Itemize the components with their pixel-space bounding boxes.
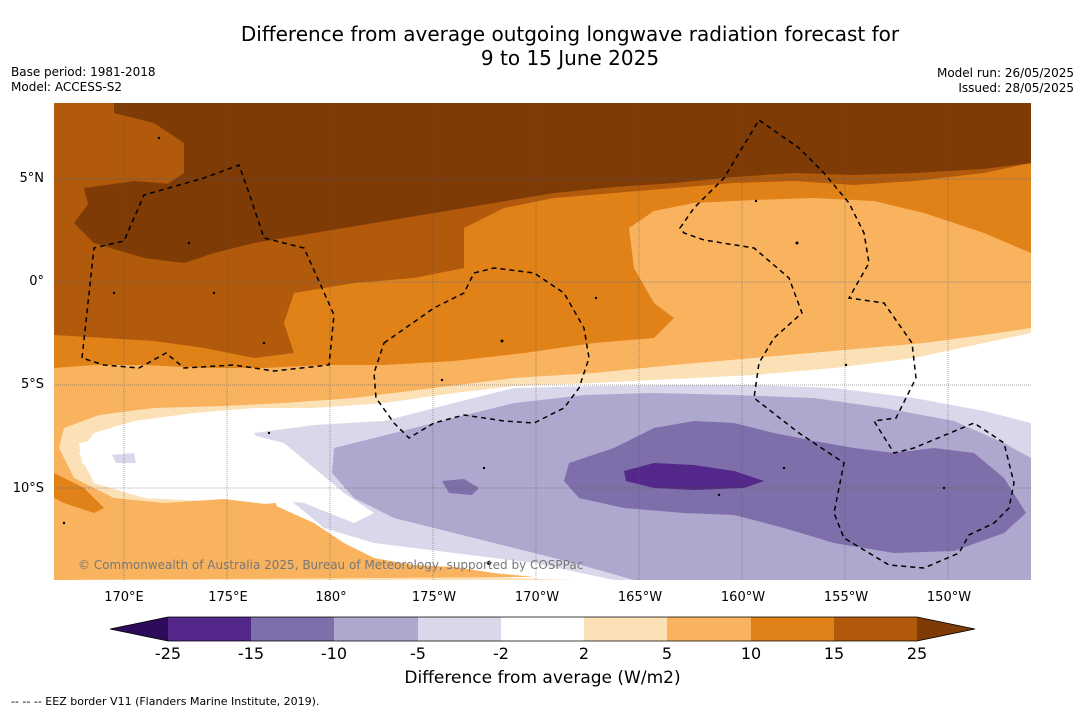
colorbar-outline xyxy=(109,616,976,642)
eez-phoenix xyxy=(373,267,590,439)
eez-kiribati-gilbert xyxy=(81,164,335,372)
eez-line-islands xyxy=(679,118,1015,569)
colorbar-swatch-neg5-neg2 xyxy=(418,617,501,641)
copyright-notice: © Commonwealth of Australia 2025, Bureau… xyxy=(78,558,584,572)
colorbar-tick-neg10: -10 xyxy=(320,644,348,663)
colorbar-swatch-neg2-2 xyxy=(501,617,584,641)
colorbar-tick-5: 5 xyxy=(661,644,673,663)
colorbar-tick-10: 10 xyxy=(740,644,762,663)
colorbar-swatch-neg10-neg5 xyxy=(334,617,418,641)
patch-above-25-west xyxy=(84,181,194,228)
colorbar-swatch-10-15 xyxy=(751,617,834,641)
lat-label-10s: 10°S xyxy=(12,481,44,496)
band-neg-15-25 xyxy=(624,463,764,490)
island-markers xyxy=(62,136,946,565)
colorbar-swatch-neg15-neg10 xyxy=(251,617,334,641)
colorbar-tick-neg15: -15 xyxy=(237,644,265,663)
colorbar-tick-neg25: -25 xyxy=(154,644,182,663)
colorbar-extend-high xyxy=(917,617,975,641)
lon-label-155w: 155°W xyxy=(823,590,869,605)
colorbar-extend-low xyxy=(110,617,168,641)
lat-label-5s: 5°S xyxy=(20,377,44,392)
colorbar-tick-15: 15 xyxy=(823,644,845,663)
base-period: Base period: 1981-2018 xyxy=(11,65,156,79)
lon-label-170w: 170°W xyxy=(514,590,560,605)
lon-label-170e: 170°E xyxy=(104,590,144,605)
anomaly-map-svg xyxy=(54,103,1031,580)
meta-left: Base period: 1981-2018 Model: ACCESS-S2 xyxy=(11,65,156,95)
lon-label-150w: 150°W xyxy=(926,590,972,605)
chart-title: Difference from average outgoing longwav… xyxy=(120,22,1020,70)
colorbar-swatch-2-5 xyxy=(584,617,667,641)
colorbar-swatch-5-10 xyxy=(667,617,751,641)
colorbar-tick-neg2: -2 xyxy=(493,644,509,663)
colorbar-tick-25: 25 xyxy=(906,644,928,663)
model-run: Model run: 26/05/2025 xyxy=(936,66,1074,80)
lon-label-180: 180° xyxy=(315,590,347,605)
eez-footnote: -- -- -- EEZ border V11 (Flanders Marine… xyxy=(11,695,320,708)
eez-borders xyxy=(81,118,1015,569)
title-line-2: 9 to 15 June 2025 xyxy=(480,46,660,70)
patch-neg-10-15-small xyxy=(442,479,479,495)
colorbar-swatch-neg25-neg15 xyxy=(168,617,251,641)
colorbar-swatch-15-25 xyxy=(834,617,917,641)
patch-neg-2-5-west xyxy=(112,453,136,463)
patch-10-15-west xyxy=(54,473,104,513)
lon-label-165w: 165°W xyxy=(617,590,663,605)
graticule xyxy=(54,103,1031,580)
colorbar-label: Difference from average (W/m2) xyxy=(404,668,681,688)
colorbar-tick-2: 2 xyxy=(578,644,590,663)
colorbar-tick-neg5: -5 xyxy=(410,644,426,663)
meta-right: Model run: 26/05/2025 Issued: 28/05/2025 xyxy=(937,66,1074,96)
patch-neutral-west xyxy=(79,428,374,523)
title-line-1: Difference from average outgoing longwav… xyxy=(240,22,900,46)
model-name: Model: ACCESS-S2 xyxy=(11,80,123,94)
band-neg-10-15 xyxy=(564,421,1026,553)
lon-label-175w: 175°W xyxy=(411,590,457,605)
issued-date: Issued: 28/05/2025 xyxy=(958,81,1074,95)
lon-label-160w: 160°W xyxy=(720,590,766,605)
patch-5-10-west xyxy=(250,503,280,523)
lon-label-175e: 175°E xyxy=(208,590,248,605)
lat-label-5n: 5°N xyxy=(19,171,45,186)
anomaly-map xyxy=(54,103,1031,580)
lat-label-0: 0° xyxy=(29,274,44,289)
